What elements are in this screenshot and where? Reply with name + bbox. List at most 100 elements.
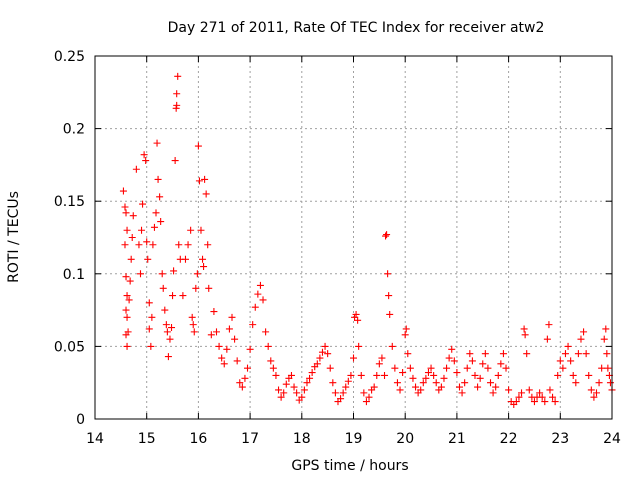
data-point — [543, 335, 551, 343]
data-point — [123, 342, 131, 350]
data-point — [538, 393, 546, 401]
data-point — [197, 226, 205, 234]
data-point — [551, 398, 559, 406]
y-tick-label: 0.25 — [54, 49, 85, 65]
data-point — [204, 241, 212, 249]
data-point — [342, 383, 350, 391]
data-point — [195, 177, 203, 185]
data-point — [378, 354, 386, 362]
data-point — [254, 290, 262, 298]
data-point — [181, 255, 189, 263]
data-point — [355, 342, 363, 350]
data-point — [123, 292, 131, 300]
data-point — [192, 284, 200, 292]
data-point — [293, 389, 301, 397]
data-point — [164, 353, 172, 361]
data-point — [468, 357, 476, 365]
data-point — [166, 335, 174, 343]
data-point — [502, 364, 510, 372]
data-point — [149, 241, 157, 249]
data-point — [455, 383, 463, 391]
data-point — [402, 325, 410, 333]
data-point — [184, 241, 192, 249]
data-point — [145, 325, 153, 333]
chart-title: Day 271 of 2011, Rate Of TEC Index for r… — [168, 20, 545, 36]
data-point — [272, 371, 280, 379]
data-point — [124, 328, 132, 336]
data-point — [471, 371, 479, 379]
data-point — [199, 255, 207, 263]
x-tick-label: 15 — [138, 431, 156, 447]
data-point — [168, 324, 176, 332]
axis-ticks: 14 15 16 17 18 19 20 21 22 23 24 0 0.05 0.1 0.15 0.2 0.2… — [54, 49, 621, 447]
data-point — [275, 386, 283, 394]
data-point — [193, 270, 201, 278]
data-point — [277, 393, 285, 401]
data-point — [489, 389, 497, 397]
data-point — [381, 371, 389, 379]
data-point — [365, 393, 373, 401]
data-point — [406, 364, 414, 372]
data-point — [347, 371, 355, 379]
data-point — [218, 354, 226, 362]
data-point — [536, 389, 544, 397]
data-point — [554, 371, 562, 379]
data-point — [173, 101, 181, 109]
x-axis-label: GPS time / hours — [291, 458, 408, 474]
data-point — [233, 357, 241, 365]
data-point — [602, 325, 610, 333]
data-point — [424, 369, 432, 377]
data-point — [147, 342, 155, 350]
data-point — [129, 212, 137, 220]
data-point — [476, 374, 484, 382]
x-tick-label: 20 — [396, 431, 414, 447]
data-point — [546, 386, 554, 394]
data-point — [386, 310, 394, 318]
data-point — [567, 357, 575, 365]
data-point — [432, 379, 440, 387]
data-point — [494, 371, 502, 379]
data-point — [157, 218, 165, 226]
data-point — [564, 342, 572, 350]
data-point — [520, 325, 528, 333]
data-point — [590, 393, 598, 401]
data-point — [443, 364, 451, 372]
data-point — [382, 232, 390, 240]
data-point — [316, 354, 324, 362]
data-point — [158, 270, 166, 278]
data-point — [187, 226, 195, 234]
grid — [95, 56, 612, 419]
data-point — [587, 386, 595, 394]
y-tick-label: 0.1 — [63, 267, 85, 283]
data-point — [188, 313, 196, 321]
data-point — [357, 371, 365, 379]
data-point — [585, 371, 593, 379]
data-point — [466, 350, 474, 358]
data-point — [559, 364, 567, 372]
data-point — [430, 371, 438, 379]
data-point — [401, 331, 409, 339]
data-point — [136, 270, 144, 278]
data-point — [373, 371, 381, 379]
data-point — [207, 331, 215, 339]
data-point — [556, 357, 564, 365]
data-point — [383, 231, 391, 239]
data-point — [303, 379, 311, 387]
data-point — [138, 226, 146, 234]
data-point — [393, 379, 401, 387]
data-point — [202, 190, 210, 198]
data-point — [549, 393, 557, 401]
data-point — [145, 299, 153, 307]
data-point — [156, 193, 164, 201]
data-point — [135, 241, 143, 249]
data-point — [412, 383, 420, 391]
data-point — [463, 364, 471, 372]
data-point — [362, 398, 370, 406]
data-point — [189, 321, 197, 329]
data-point — [530, 398, 538, 406]
data-point — [122, 209, 130, 217]
data-point — [153, 139, 161, 147]
data-point — [205, 284, 213, 292]
data-point — [162, 321, 170, 329]
